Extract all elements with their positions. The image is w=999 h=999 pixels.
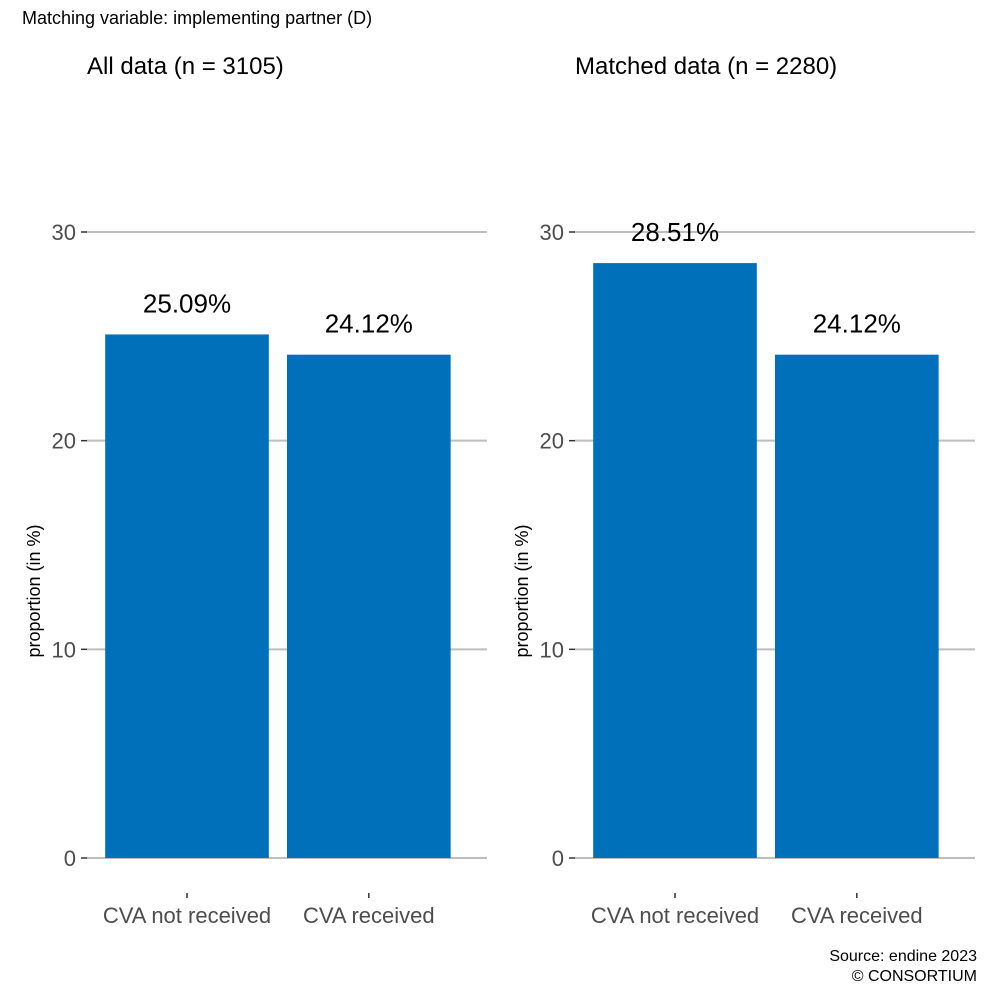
y-tick-label: 30 bbox=[540, 220, 564, 245]
y-tick-label: 20 bbox=[52, 429, 76, 454]
bar-cva-not-received bbox=[105, 334, 269, 858]
caption-source: Source: endine 2023 bbox=[829, 948, 977, 965]
bar-cva-received bbox=[287, 354, 451, 858]
x-tick-label: CVA not received bbox=[591, 903, 759, 928]
panel-title: Matched data (n = 2280) bbox=[575, 53, 837, 80]
bar-value-label: 28.51% bbox=[631, 217, 719, 247]
bar-value-label: 25.09% bbox=[143, 288, 231, 318]
y-axis-label: proportion (in %) bbox=[24, 524, 44, 657]
y-tick-label: 30 bbox=[52, 220, 76, 245]
caption: Source: endine 2023 © CONSORTIUM bbox=[829, 947, 977, 987]
bar-value-label: 24.12% bbox=[813, 309, 901, 339]
caption-copyright: © CONSORTIUM bbox=[851, 968, 977, 985]
x-tick-label: CVA not received bbox=[103, 903, 271, 928]
y-tick-label: 10 bbox=[540, 637, 564, 662]
bar-cva-not-received bbox=[593, 263, 757, 859]
bar-value-label: 24.12% bbox=[325, 309, 413, 339]
figure-title: Matching variable: implementing partner … bbox=[22, 8, 373, 28]
y-tick-label: 20 bbox=[540, 429, 564, 454]
x-tick-label: CVA received bbox=[303, 903, 435, 928]
y-tick-label: 10 bbox=[52, 637, 76, 662]
x-tick-label: CVA received bbox=[791, 903, 923, 928]
y-tick-label: 0 bbox=[64, 846, 76, 871]
panel-title: All data (n = 3105) bbox=[87, 53, 284, 80]
y-axis-label: proportion (in %) bbox=[512, 524, 532, 657]
y-tick-label: 0 bbox=[552, 846, 564, 871]
bar-cva-received bbox=[775, 354, 939, 858]
